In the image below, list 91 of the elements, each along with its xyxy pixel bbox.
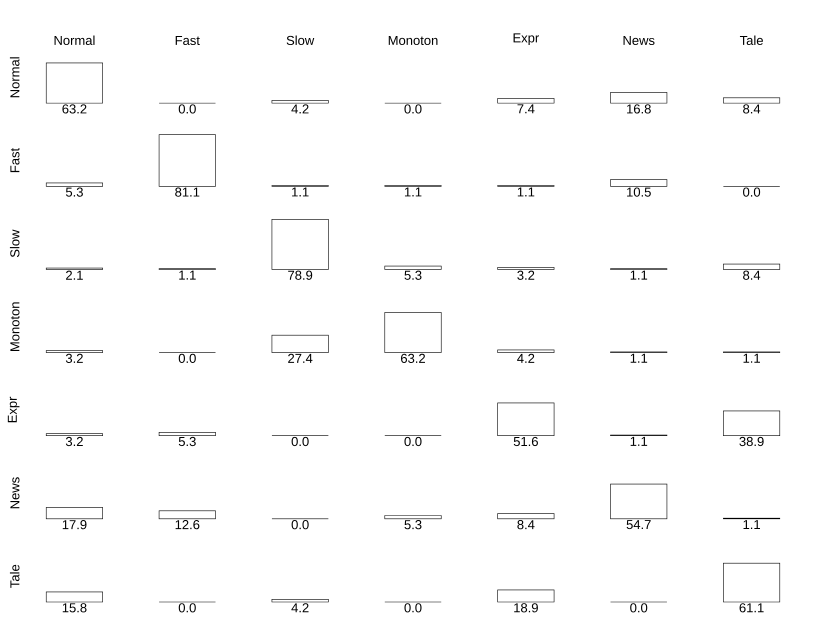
data-label: 0.0 <box>404 603 422 612</box>
bar <box>384 312 442 353</box>
data-label: 1.1 <box>630 354 648 363</box>
bar <box>723 264 780 270</box>
bar <box>723 410 780 436</box>
y-axis-title: Tale <box>10 564 20 588</box>
data-label: 8.4 <box>743 104 760 114</box>
x-tick-label: Expr <box>514 33 540 46</box>
x-tick-label: Slow <box>286 35 314 46</box>
bar <box>272 334 329 353</box>
x-tick-label: Tale <box>740 35 763 46</box>
data-label: 61.1 <box>740 603 764 612</box>
y-axis-title: Slow <box>10 230 20 258</box>
data-label: 51.6 <box>514 436 538 446</box>
data-label: 54.7 <box>626 520 651 530</box>
data-label: 0.0 <box>743 187 760 197</box>
data-label: 38.9 <box>739 436 764 446</box>
data-label: 4.2 <box>291 603 309 612</box>
data-label: 8.4 <box>517 520 535 530</box>
data-label: 3.2 <box>66 436 83 446</box>
bar <box>46 433 103 436</box>
data-label: 1.1 <box>179 270 196 280</box>
bar <box>610 179 668 187</box>
bar <box>497 267 554 270</box>
bar <box>610 484 668 520</box>
data-label: 4.2 <box>291 104 309 114</box>
data-label: 0.0 <box>404 436 422 446</box>
y-axis-title: Fast <box>10 148 20 172</box>
bar <box>158 432 216 436</box>
data-label: 3.2 <box>517 270 534 280</box>
data-label: 5.3 <box>404 520 422 530</box>
bar <box>272 218 329 270</box>
bar <box>497 402 554 436</box>
data-label: 12.6 <box>176 520 200 530</box>
x-tick-label: Monoton <box>388 36 438 46</box>
data-label: 15.8 <box>62 603 87 612</box>
data-label: 8.4 <box>743 270 760 280</box>
bar <box>723 97 780 104</box>
x-tick-label: Normal <box>54 35 95 46</box>
data-label: 81.1 <box>175 187 200 197</box>
bar <box>497 350 554 353</box>
bar <box>497 513 554 520</box>
data-label: 0.0 <box>178 104 196 114</box>
data-label: 0.0 <box>292 520 309 530</box>
data-label: 0.0 <box>178 354 196 363</box>
bar <box>46 62 103 104</box>
data-label: 63.2 <box>62 104 86 114</box>
data-label: 5.3 <box>404 270 422 280</box>
bar <box>497 590 554 602</box>
y-axis-title: News <box>10 477 20 508</box>
data-label: 1.1 <box>404 187 422 196</box>
bar <box>497 98 554 104</box>
x-tick-label: Fast <box>176 36 200 46</box>
data-label: 5.3 <box>178 436 196 446</box>
bar <box>384 266 442 270</box>
bar <box>384 515 442 520</box>
bar <box>46 350 103 353</box>
data-label: 0.0 <box>292 436 309 446</box>
data-label: 18.9 <box>514 603 538 612</box>
data-label: 5.3 <box>66 187 83 197</box>
y-axis-title: Expr <box>8 396 20 422</box>
data-label: 1.1 <box>292 187 309 196</box>
data-label: 10.5 <box>627 187 651 197</box>
data-label: 1.1 <box>744 520 760 530</box>
bar <box>272 599 329 602</box>
data-label: 78.9 <box>288 270 312 280</box>
data-label: 27.4 <box>288 354 312 363</box>
bar <box>46 507 103 520</box>
y-axis-title: Monoton <box>10 302 20 352</box>
x-tick-label: News <box>624 36 655 46</box>
data-label: 0.0 <box>630 603 648 612</box>
bar <box>46 592 103 602</box>
data-label: 0.0 <box>404 104 422 114</box>
data-label: 17.9 <box>62 520 86 530</box>
data-label: 1.1 <box>518 187 534 196</box>
data-label: 16.8 <box>627 104 651 114</box>
data-label: 1.1 <box>630 436 648 446</box>
data-label: 3.2 <box>66 354 83 363</box>
bar <box>610 92 668 104</box>
data-label: 2.1 <box>66 270 83 280</box>
bar <box>723 562 780 602</box>
data-label: 63.2 <box>401 354 425 363</box>
data-label: 0.0 <box>178 603 196 612</box>
bar <box>158 510 216 520</box>
bar <box>46 182 103 187</box>
data-label: 1.1 <box>744 354 760 363</box>
data-label: 1.1 <box>630 270 648 280</box>
bar <box>158 134 216 187</box>
bar <box>272 100 329 104</box>
data-label: 7.4 <box>518 104 535 114</box>
data-label: 4.2 <box>517 354 534 363</box>
